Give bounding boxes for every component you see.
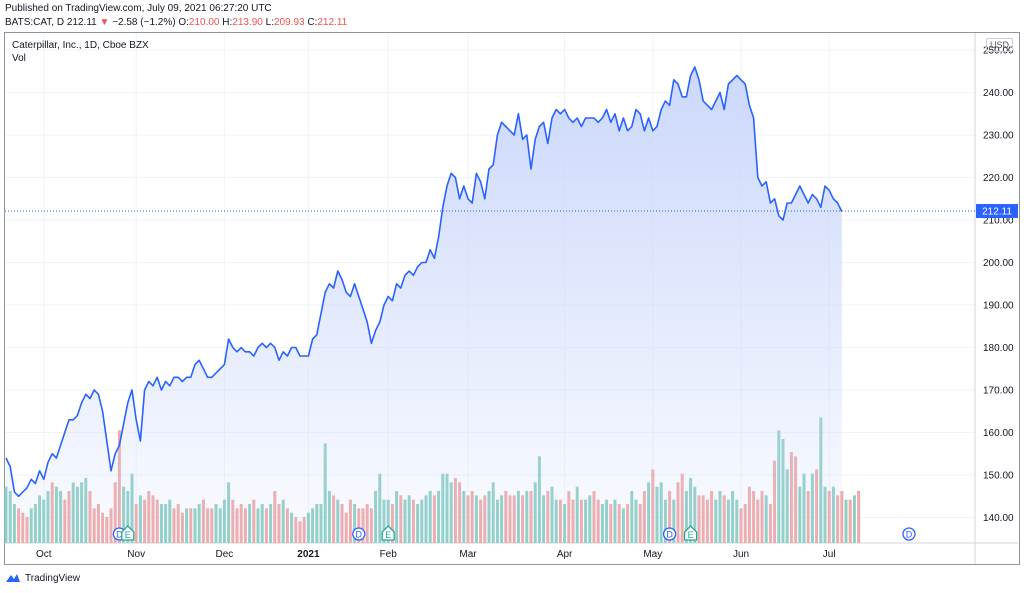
- footer-brand[interactable]: TradingView: [5, 572, 80, 584]
- earnings-badge-letter: E: [385, 530, 391, 540]
- earnings-badge-letter: E: [125, 530, 131, 540]
- dividend-badge-circle: [662, 527, 677, 541]
- last-price: 212.11: [66, 17, 97, 28]
- dividend-badge-letter: D: [666, 530, 673, 540]
- earnings-badge[interactable]: E: [683, 525, 698, 541]
- earnings-badge[interactable]: E: [381, 525, 395, 541]
- x-tick-label: Mar: [459, 549, 477, 560]
- high-value: 213.90: [232, 17, 263, 28]
- price-line: [5, 66, 843, 498]
- volume-bar: [852, 495, 856, 543]
- price-area: [6, 67, 842, 543]
- open-label: O:: [178, 17, 189, 28]
- published-line: Published on TradingView.com, July 09, 2…: [5, 3, 272, 14]
- dividend-badge-letter: D: [906, 530, 913, 540]
- change-value: −2.58 (−1.2%): [112, 17, 176, 28]
- tradingview-logo-icon: [6, 574, 20, 582]
- y-tick-label: 240.00: [983, 88, 1014, 99]
- x-tick-label: Dec: [216, 549, 234, 560]
- dividend-badge-circle: [352, 527, 366, 541]
- close-value: 212.11: [317, 17, 348, 28]
- low-value: 209.93: [274, 17, 305, 28]
- dividend-badge-letter: D: [116, 530, 123, 540]
- symbol-quote-line: BATS:CAT, D 212.11 ▼ −2.58 (−1.2%) O:210…: [5, 17, 347, 28]
- volume-bar: [844, 499, 848, 543]
- currency-button[interactable]: USD: [986, 38, 1014, 52]
- y-tick-label: 190.00: [983, 301, 1014, 312]
- close-label: C:: [307, 17, 318, 28]
- y-tick-label: 220.00: [983, 173, 1014, 184]
- dividend-badge[interactable]: D: [662, 527, 677, 541]
- earnings-badge-letter: E: [688, 530, 694, 540]
- earnings-badge-shape: [683, 525, 698, 541]
- volume-bar: [857, 491, 861, 543]
- dividend-badge[interactable]: D: [352, 527, 366, 541]
- x-tick-label: Jun: [733, 549, 749, 560]
- earnings-badge-shape: [381, 525, 395, 541]
- high-label: H:: [222, 17, 233, 28]
- legend-volume[interactable]: Vol: [12, 53, 26, 64]
- low-label: L:: [265, 17, 274, 28]
- brand-label: TradingView: [25, 572, 81, 584]
- y-tick-label: 160.00: [983, 428, 1014, 439]
- symbol-label[interactable]: BATS:CAT, D: [5, 17, 65, 28]
- x-tick-label: Oct: [36, 549, 52, 560]
- y-tick-label: 180.00: [983, 343, 1014, 354]
- dividend-badge-circle: [902, 527, 916, 541]
- dividend-badge-letter: D: [356, 530, 363, 540]
- earnings-badge[interactable]: E: [121, 525, 135, 541]
- change-arrow-icon: ▼: [99, 17, 110, 28]
- legend-title[interactable]: Caterpillar, Inc., 1D, Cboe BZX: [12, 40, 149, 51]
- x-tick-label: Nov: [127, 549, 145, 560]
- x-tick-label: Jul: [823, 549, 836, 560]
- y-tick-label: 140.00: [983, 513, 1014, 524]
- chart-frame: [4, 32, 1020, 565]
- earnings-badge-shape: [121, 525, 135, 541]
- y-tick-label: 230.00: [983, 131, 1014, 142]
- x-tick-label: Apr: [557, 549, 573, 560]
- y-tick-label: 210.00: [983, 216, 1014, 227]
- x-tick-label: 2021: [297, 549, 320, 560]
- y-tick-label: 200.00: [983, 258, 1014, 269]
- y-tick-label: 150.00: [983, 471, 1014, 482]
- volume-bar: [848, 499, 852, 543]
- x-tick-label: May: [643, 549, 662, 560]
- open-value: 210.00: [188, 17, 220, 28]
- last-price-tag: [976, 204, 1018, 219]
- x-tick-label: Feb: [380, 549, 398, 560]
- dividend-badge[interactable]: D: [902, 527, 916, 541]
- y-tick-label: 170.00: [983, 386, 1014, 397]
- last-price-tag-label: 212.11: [982, 207, 1012, 218]
